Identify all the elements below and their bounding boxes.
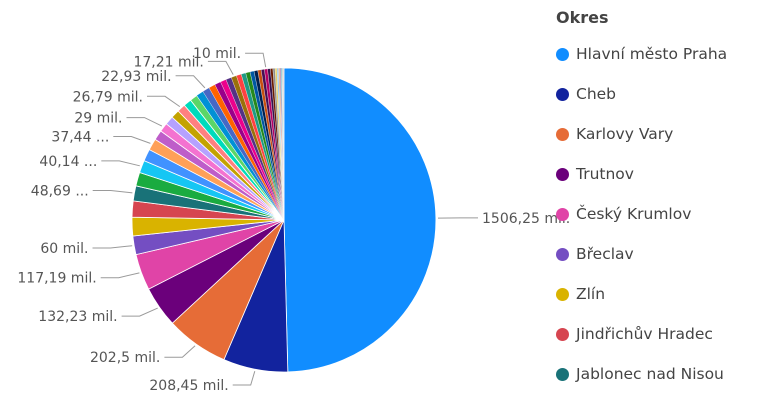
- legend-label: Jindřichův Hradec: [576, 325, 713, 343]
- legend-label: Hlavní město Praha: [576, 45, 728, 63]
- data-label: 60 mil.: [40, 241, 88, 257]
- data-label: 132,23 mil.: [38, 309, 117, 325]
- data-label: 17,21 mil.: [133, 54, 203, 70]
- legend-item[interactable]: Karlovy Vary: [556, 114, 759, 154]
- data-label: 202,5 mil.: [90, 350, 160, 366]
- data-label: 10 mil.: [193, 46, 241, 62]
- legend-swatch: [556, 87, 569, 101]
- legend-item[interactable]: Český Krumlov: [556, 194, 759, 234]
- legend-swatch: [556, 127, 569, 141]
- legend-swatch: [556, 247, 569, 261]
- legend-swatch: [556, 207, 569, 221]
- data-label: 1506,25 mil.: [482, 211, 570, 227]
- leader-line: [121, 307, 158, 317]
- leader-line: [101, 160, 140, 167]
- legend-items: Hlavní město Praha Cheb Karlovy Vary Trutno…: [556, 34, 759, 394]
- data-label: 22,93 mil.: [101, 69, 171, 85]
- data-labels: 1506,25 mil. 208,45 mil. 202,5 mil. 132,23 …: [17, 46, 570, 394]
- legend: Okres Hlavní město Praha Cheb Karlovy Vary…: [556, 6, 759, 394]
- leader-line: [147, 95, 181, 108]
- legend-swatch: [556, 327, 569, 341]
- legend-item[interactable]: Cheb: [556, 74, 759, 114]
- legend-item[interactable]: Trutnov: [556, 154, 759, 194]
- pie-slices: [131, 67, 437, 373]
- leader-line: [113, 136, 151, 144]
- leader-line: [100, 272, 140, 279]
- legend-swatch: [556, 47, 569, 61]
- leader-line: [175, 75, 206, 89]
- data-label: 117,19 mil.: [17, 271, 96, 287]
- data-label: 208,45 mil.: [149, 378, 228, 394]
- legend-label: Břeclav: [576, 245, 634, 263]
- leader-line: [126, 117, 163, 127]
- legend-label: Trutnov: [576, 165, 634, 183]
- legend-swatch: [556, 167, 569, 181]
- legend-label: Jablonec nad Nisou: [576, 365, 724, 383]
- data-label: 37,44 ...: [51, 130, 109, 146]
- pie-slice[interactable]: [283, 67, 437, 373]
- leader-line: [92, 190, 133, 194]
- legend-item[interactable]: Hlavní město Praha: [556, 34, 759, 74]
- data-label: 48,69 ...: [31, 184, 89, 200]
- leader-line: [92, 245, 133, 249]
- data-label: 40,14 ...: [39, 154, 97, 170]
- leader-line: [207, 60, 234, 75]
- legend-title: Okres: [556, 8, 609, 27]
- legend-label: Český Krumlov: [576, 205, 692, 223]
- legend-label: Karlovy Vary: [576, 125, 674, 143]
- leader-line: [232, 371, 256, 386]
- leader-line: [164, 345, 196, 358]
- data-label: 26,79 mil.: [73, 89, 143, 105]
- leader-line: [245, 52, 267, 68]
- legend-item[interactable]: Jindřichův Hradec: [556, 314, 759, 354]
- legend-item[interactable]: Zlín: [556, 274, 759, 314]
- legend-swatch: [556, 367, 569, 381]
- legend-item[interactable]: Břeclav: [556, 234, 759, 274]
- data-label: 29 mil.: [74, 111, 122, 127]
- legend-item[interactable]: Jablonec nad Nisou: [556, 354, 759, 394]
- legend-swatch: [556, 287, 569, 301]
- legend-label: Cheb: [576, 85, 617, 103]
- legend-label: Zlín: [576, 285, 606, 303]
